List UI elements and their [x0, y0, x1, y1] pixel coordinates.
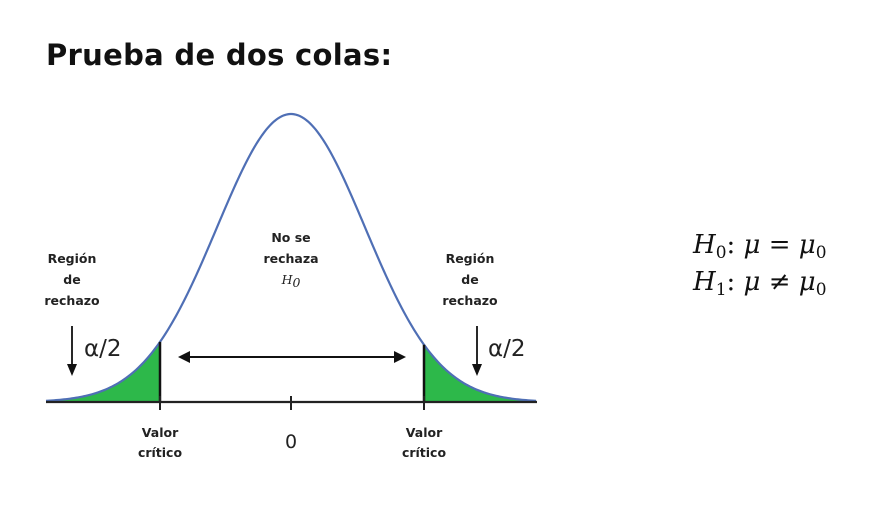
left-alpha-label: α/2 [84, 336, 122, 362]
left-critical-value-line1: Valor [142, 425, 179, 440]
non-rejection-arrow [178, 351, 406, 363]
right-region-label-line1: Región [446, 251, 495, 266]
right-region-label-line2: de [461, 272, 478, 287]
left-region-label-line2: de [63, 272, 80, 287]
left-region-label-line1: Región [48, 251, 97, 266]
center-axis-label: 0 [285, 431, 297, 453]
left-region-label-line3: rechazo [44, 293, 100, 308]
center-label-line2: rechaza [263, 251, 318, 266]
right-region-label-line3: rechazo [442, 293, 498, 308]
right-critical-value-line2: crítico [402, 445, 447, 460]
right-critical-value-line1: Valor [406, 425, 443, 440]
alternative-hypothesis: H1: μ ≠ μ0 [693, 267, 827, 300]
center-label-line1: No se [271, 230, 310, 245]
left-down-arrow [67, 326, 77, 376]
null-hypothesis: H0: μ = μ0 [693, 230, 827, 263]
center-hypothesis-label: H0 [281, 272, 301, 290]
normal-curve [45, 112, 537, 402]
page-title: Prueba de dos colas: [46, 38, 393, 72]
right-rejection-area [424, 344, 537, 402]
left-critical-value-line2: crítico [138, 445, 183, 460]
right-alpha-label: α/2 [488, 336, 526, 362]
right-down-arrow [472, 326, 482, 376]
left-rejection-area [46, 341, 160, 402]
